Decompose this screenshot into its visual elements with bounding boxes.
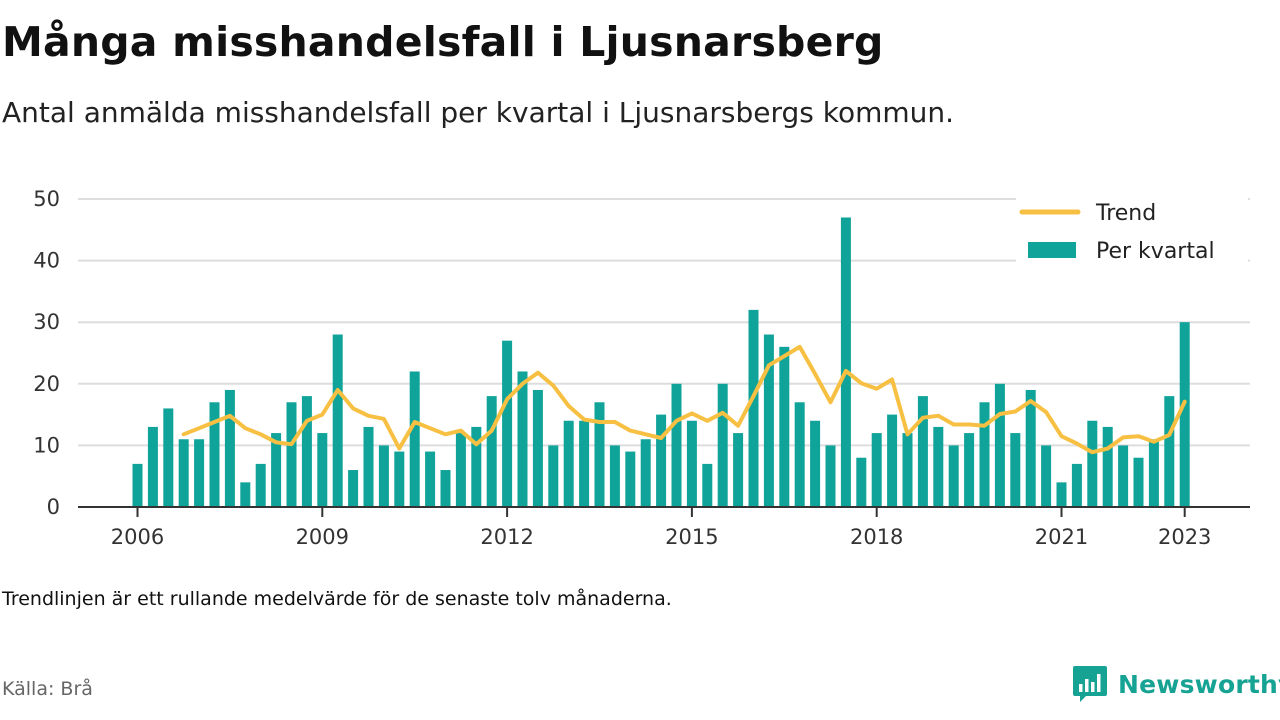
bar: [378, 445, 389, 507]
x-tick-label: 2021: [1035, 525, 1088, 549]
newsworthy-chart-icon: [1073, 666, 1107, 702]
bar: [609, 445, 620, 507]
bar: [332, 334, 343, 507]
x-tick-label: 2006: [111, 525, 164, 549]
y-tick-label: 0: [47, 495, 60, 519]
bar: [563, 420, 574, 507]
bar: [686, 420, 697, 507]
bar: [1148, 439, 1159, 507]
y-tick-label: 10: [33, 433, 60, 457]
y-tick-label: 50: [33, 187, 60, 211]
bar: [856, 457, 867, 507]
bar: [348, 470, 359, 507]
bar: [363, 426, 374, 507]
bar: [840, 217, 851, 508]
bar: [317, 433, 328, 507]
bar: [224, 389, 235, 507]
bar: [702, 463, 713, 507]
legend-trend-label: Trend: [1095, 201, 1156, 226]
bar: [486, 396, 497, 507]
bar: [1118, 445, 1129, 507]
bar: [132, 463, 143, 507]
bar: [147, 426, 158, 507]
bar: [625, 451, 636, 507]
x-tick-label: 2009: [296, 525, 349, 549]
bar: [1133, 457, 1144, 507]
x-tick-label: 2018: [850, 525, 903, 549]
bar: [532, 389, 543, 507]
y-tick-label: 20: [33, 372, 60, 396]
bar: [271, 433, 282, 507]
chart-subtitle: Antal anmälda misshandelsfall per kvarta…: [2, 96, 955, 129]
x-tick-label: 2023: [1158, 525, 1211, 549]
bar: [1102, 426, 1113, 507]
bar: [194, 439, 205, 507]
bar: [1179, 322, 1190, 507]
bar: [425, 451, 436, 507]
bar: [1056, 482, 1067, 507]
bar: [440, 470, 451, 507]
bar: [163, 408, 174, 507]
bar: [964, 433, 975, 507]
bar: [594, 402, 605, 507]
x-tick-label: 2015: [665, 525, 718, 549]
bar: [394, 451, 405, 507]
legend-bar-swatch: [1028, 242, 1076, 258]
bar: [301, 396, 312, 507]
bar: [994, 383, 1005, 507]
y-tick-label: 40: [33, 249, 60, 273]
bar: [209, 402, 220, 507]
bar: [517, 371, 528, 507]
bar: [948, 445, 959, 507]
bar: [656, 414, 667, 507]
bar: [178, 439, 189, 507]
bar: [640, 439, 651, 507]
legend-bar-label: Per kvartal: [1096, 239, 1215, 264]
bar: [887, 414, 898, 507]
bar: [409, 371, 420, 507]
chart-title: Många misshandelsfall i Ljusnarsberg: [2, 18, 884, 66]
y-tick-label: 30: [33, 310, 60, 334]
x-tick-label: 2012: [480, 525, 533, 549]
bar: [825, 445, 836, 507]
brand-name: Newsworthy: [1118, 669, 1280, 699]
bar: [502, 340, 513, 507]
bar: [1041, 445, 1052, 507]
bar: [471, 426, 482, 507]
bar: [455, 433, 466, 507]
bar: [671, 383, 682, 507]
bar: [1164, 396, 1175, 507]
newsworthy-logo: Newsworthy: [1072, 664, 1280, 704]
bar: [794, 402, 805, 507]
bar: [286, 402, 297, 507]
bar: [548, 445, 559, 507]
bar-line-chart: 0 10 20 30 40 50 2006 2009 2012 2015 2018 2021 2023 T…: [33, 187, 1250, 549]
bar: [733, 433, 744, 507]
bar: [255, 463, 266, 507]
bar: [779, 346, 790, 507]
bar: [871, 433, 882, 507]
bar: [1087, 420, 1098, 507]
bar: [902, 433, 913, 507]
bar: [979, 402, 990, 507]
bar: [748, 309, 759, 507]
trend-line: [181, 344, 1187, 455]
bar: [763, 334, 774, 507]
bar: [1025, 389, 1036, 507]
bar: [917, 396, 928, 507]
bar: [240, 482, 251, 507]
bar: [1010, 433, 1021, 507]
bar: [579, 420, 590, 507]
bar: [717, 383, 728, 507]
trend-note: Trendlinjen är ett rullande medelvärde f…: [2, 588, 672, 610]
source-text: Källa: Brå: [2, 678, 93, 700]
bar: [1071, 463, 1082, 507]
bar: [933, 426, 944, 507]
bar: [810, 420, 821, 507]
